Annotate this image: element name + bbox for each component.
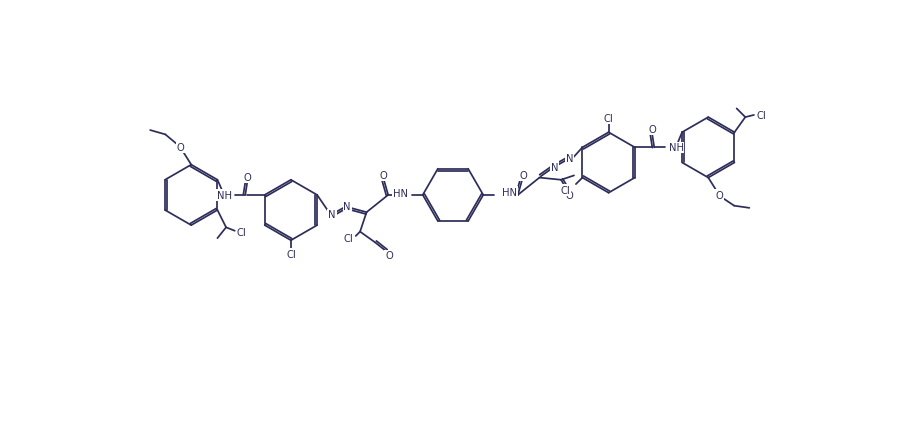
- Text: O: O: [244, 172, 251, 182]
- Text: Cl: Cl: [757, 111, 766, 121]
- Text: O: O: [379, 171, 387, 181]
- Text: Cl: Cl: [561, 185, 570, 195]
- Text: O: O: [519, 171, 527, 181]
- Text: O: O: [385, 251, 393, 261]
- Text: NH: NH: [217, 191, 232, 201]
- Text: N: N: [566, 154, 573, 164]
- Text: HN: HN: [502, 188, 517, 198]
- Text: Cl: Cl: [286, 250, 295, 260]
- Text: O: O: [715, 191, 723, 201]
- Text: N: N: [551, 162, 558, 172]
- Text: Cl: Cl: [236, 227, 246, 237]
- Text: HN: HN: [392, 188, 408, 198]
- Text: Cl: Cl: [603, 114, 613, 124]
- Text: N: N: [343, 201, 351, 211]
- Text: Cl: Cl: [344, 233, 353, 243]
- Text: O: O: [648, 125, 656, 135]
- Text: O: O: [566, 191, 573, 201]
- Text: O: O: [177, 143, 184, 153]
- Text: N: N: [328, 210, 336, 220]
- Text: NH: NH: [669, 143, 683, 153]
